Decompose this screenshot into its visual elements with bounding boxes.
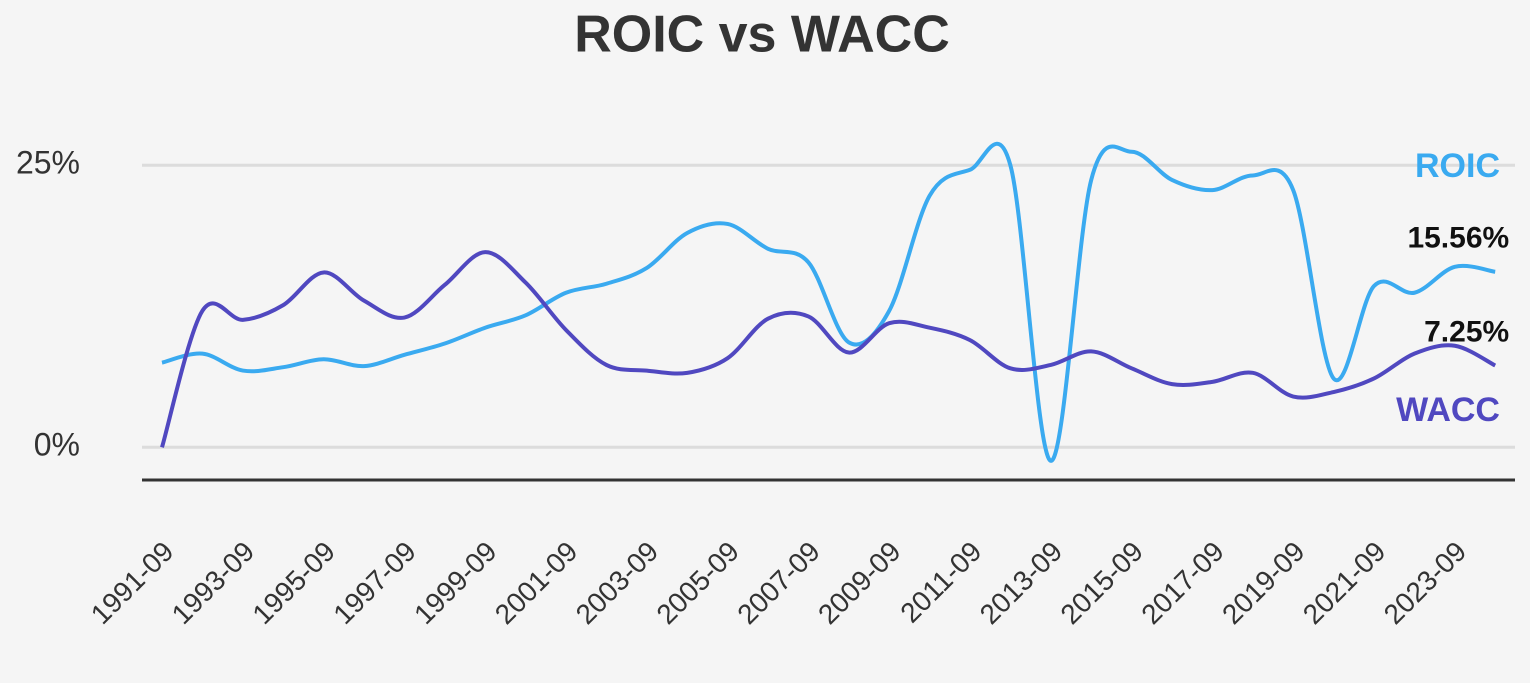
x-tick-label: 1993-09 [166,536,261,631]
value-label: 7.25% [1424,315,1509,348]
x-tick-label: 2001-09 [489,536,584,631]
x-tick-label: 1995-09 [246,536,341,631]
x-tick-label: 2017-09 [1135,536,1230,631]
x-tick-label: 1997-09 [327,536,422,631]
x-tick-label: 2013-09 [974,536,1069,631]
x-tick-label: 2009-09 [812,536,907,631]
legend-label: WACC [1396,391,1500,429]
x-tick-label: 1991-09 [85,536,180,631]
x-tick-label: 2019-09 [1216,536,1311,631]
x-tick-label: 2023-09 [1378,536,1473,631]
y-tick-label: 0% [34,427,80,463]
x-tick-label: 2011-09 [894,536,987,629]
chart-title: ROIC vs WACC [574,6,950,64]
x-tick-label: 2021-09 [1297,536,1392,631]
legend-label: ROIC [1415,147,1500,185]
series-line [161,141,1496,463]
x-tick-label: 2003-09 [570,536,665,631]
x-tick-label: 2007-09 [731,536,826,631]
y-tick-label: 25% [16,145,80,181]
x-tick-label: 2005-09 [650,536,745,631]
x-tick-label: 2015-09 [1054,536,1149,631]
series-line [160,250,1497,448]
value-label: 15.56% [1407,222,1509,255]
x-tick-label: 1999-09 [408,536,503,631]
